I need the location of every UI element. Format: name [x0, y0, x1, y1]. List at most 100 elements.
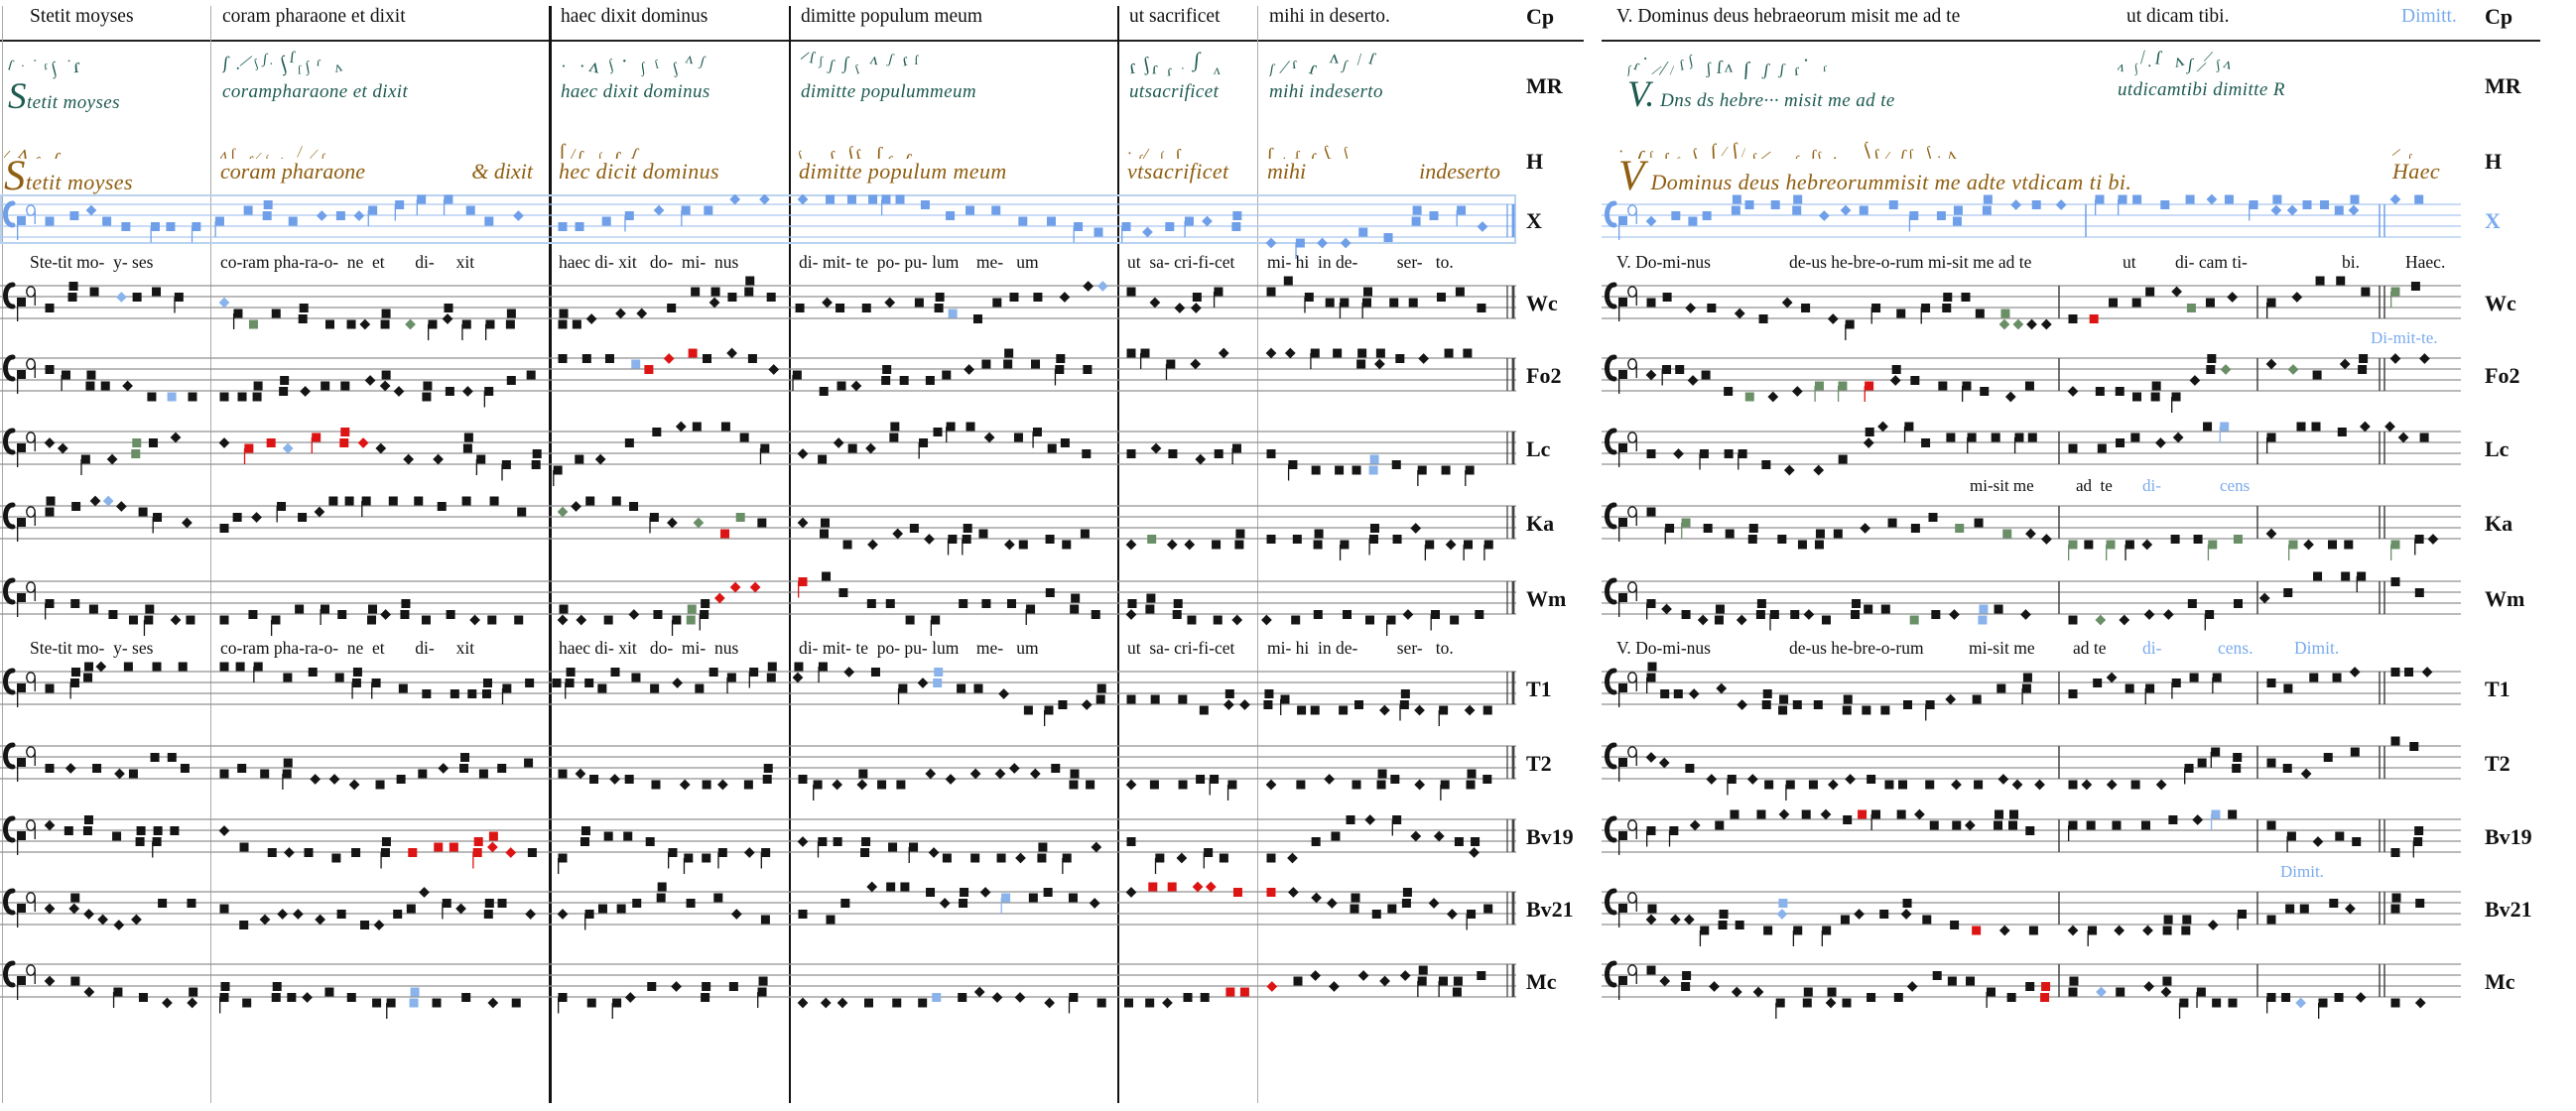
neume-note: [743, 847, 755, 858]
neume-note: [702, 853, 711, 863]
neume-note: [1660, 689, 1670, 698]
neume-note: [1266, 535, 1276, 544]
neume-note: [1029, 768, 1041, 780]
neume-note: [45, 683, 55, 693]
neume-note: [957, 683, 966, 693]
neume-note: [89, 495, 101, 507]
neume-note: [933, 668, 944, 687]
row-label-mc: Mc: [1526, 969, 1557, 994]
neume-note: [283, 673, 293, 682]
neume-mark: ∫: [799, 149, 806, 159]
c-clef-icon: [1605, 428, 1617, 455]
neume-note: [270, 615, 281, 636]
neume-note: [1417, 465, 1427, 486]
syllable-text: Ste-tit mo- y- ses: [30, 638, 154, 658]
neume-note: [44, 903, 56, 915]
row-label-mr: MR: [1526, 73, 1563, 98]
neume-note: [1280, 694, 1290, 715]
neume-note: [1864, 381, 1874, 402]
neume-note: [888, 842, 898, 852]
neume-note: [636, 308, 648, 319]
neume-note: [361, 496, 371, 517]
neume-note: [2389, 193, 2401, 205]
neume-note: [2390, 893, 2401, 914]
neume-note: [2390, 998, 2400, 1008]
neume-note: [1213, 287, 1224, 308]
neume-note: [1176, 852, 1188, 864]
neume-note: [958, 993, 967, 1002]
syllable-text: Ste-tit mo- y- ses: [30, 252, 154, 272]
neume-note: [860, 837, 871, 857]
neume-mark: ∫: [607, 57, 616, 74]
neume-note: [797, 448, 809, 459]
neume-note: [1168, 449, 1178, 458]
neume-note: [170, 614, 182, 626]
h-text: hec dicit dominus: [559, 159, 719, 184]
square-notation-staff: [1602, 571, 2461, 631]
neume-note: [2006, 993, 2016, 1002]
c-clef-icon: [3, 428, 16, 455]
neume-note: [2207, 920, 2219, 930]
neume-note: [2336, 276, 2346, 286]
neume-note: [833, 837, 842, 846]
neume-note: [959, 599, 968, 608]
neume-mark: ʃ: [2214, 58, 2222, 74]
neume-note: [2031, 200, 2041, 209]
neume-mark: ɾ: [900, 49, 911, 70]
neume-note: [438, 763, 450, 774]
header-column: V. Dominus deus hebraeorum misit me ad t…: [1616, 6, 1961, 27]
neume-note: [1326, 898, 1338, 909]
neume-mark: ʌ: [15, 141, 32, 159]
neume-note: [1203, 848, 1214, 869]
opening-neume: [17, 746, 36, 782]
neume-mark: ∕: [297, 143, 304, 159]
neume-note: [1932, 971, 1942, 980]
neume-note: [2068, 615, 2078, 625]
c-clef-icon: [1605, 502, 1617, 530]
header-column: ut dicam tibi.: [2126, 6, 2230, 27]
neume-note: [135, 826, 146, 846]
neume-note: [328, 774, 340, 785]
neume-note: [2095, 387, 2105, 396]
neume-note: [1329, 981, 1340, 992]
neume-note: [251, 512, 262, 523]
mr-segment: ∫ɾ·∕∕ ∕ ſ∫ ʃ ſʌ ∫ ʃ ʃ ɾ· ɾ V. Dns ds hebre··· misi…: [1627, 46, 1895, 115]
neume-note: [1379, 975, 1390, 987]
neume-note: [1730, 809, 1739, 819]
neume-note: [2233, 599, 2243, 608]
neume-note: [2287, 364, 2299, 375]
neume-note: [1292, 535, 1302, 544]
neume-mark: ſ: [1750, 150, 1758, 159]
mr-band: ∫ɾ·∕∕ ∕ ſ∫ ʃ ſʌ ∫ ʃ ʃ ɾ· ɾ V. Dns ds hebre··· misi…: [1602, 46, 2461, 135]
neume-note: [1213, 615, 1223, 625]
neume-note: [2172, 432, 2184, 443]
neume-note: [994, 768, 1006, 780]
neume-note: [484, 216, 494, 226]
neume-note: [1863, 428, 1874, 448]
neume-note: [1783, 464, 1795, 476]
syllable-row-2: Ste-tit mo- y- ses co-ram pha-ra-o- ne et…: [0, 636, 1516, 660]
neume-mark: ſ: [852, 62, 861, 77]
neume-note: [1946, 432, 1956, 442]
neume-note: [1234, 529, 1245, 550]
opening-neume: [1618, 819, 1637, 855]
square-notation-staff: [1602, 960, 2461, 1019]
neume-note: [759, 193, 770, 205]
neume-note: [2302, 200, 2312, 209]
neume-note: [1707, 304, 1717, 312]
neume-note: [1311, 892, 1322, 904]
neume-note: [832, 779, 842, 791]
neume-note: [1482, 775, 1492, 784]
neume-note: [2171, 392, 2181, 413]
neume-note: [83, 909, 94, 920]
neume-note: [2106, 779, 2118, 791]
neume-note: [1003, 348, 1014, 369]
neume-note: [1867, 775, 1876, 784]
neume-mark: ∫: [2132, 61, 2139, 75]
row-label-mr: MR: [2485, 73, 2521, 98]
neume-note: [367, 205, 378, 226]
neume-note: [1387, 904, 1397, 914]
neume-note: [1311, 465, 1321, 475]
neume-note: [1266, 888, 1276, 897]
neume-mark: ſ: [2154, 48, 2163, 69]
